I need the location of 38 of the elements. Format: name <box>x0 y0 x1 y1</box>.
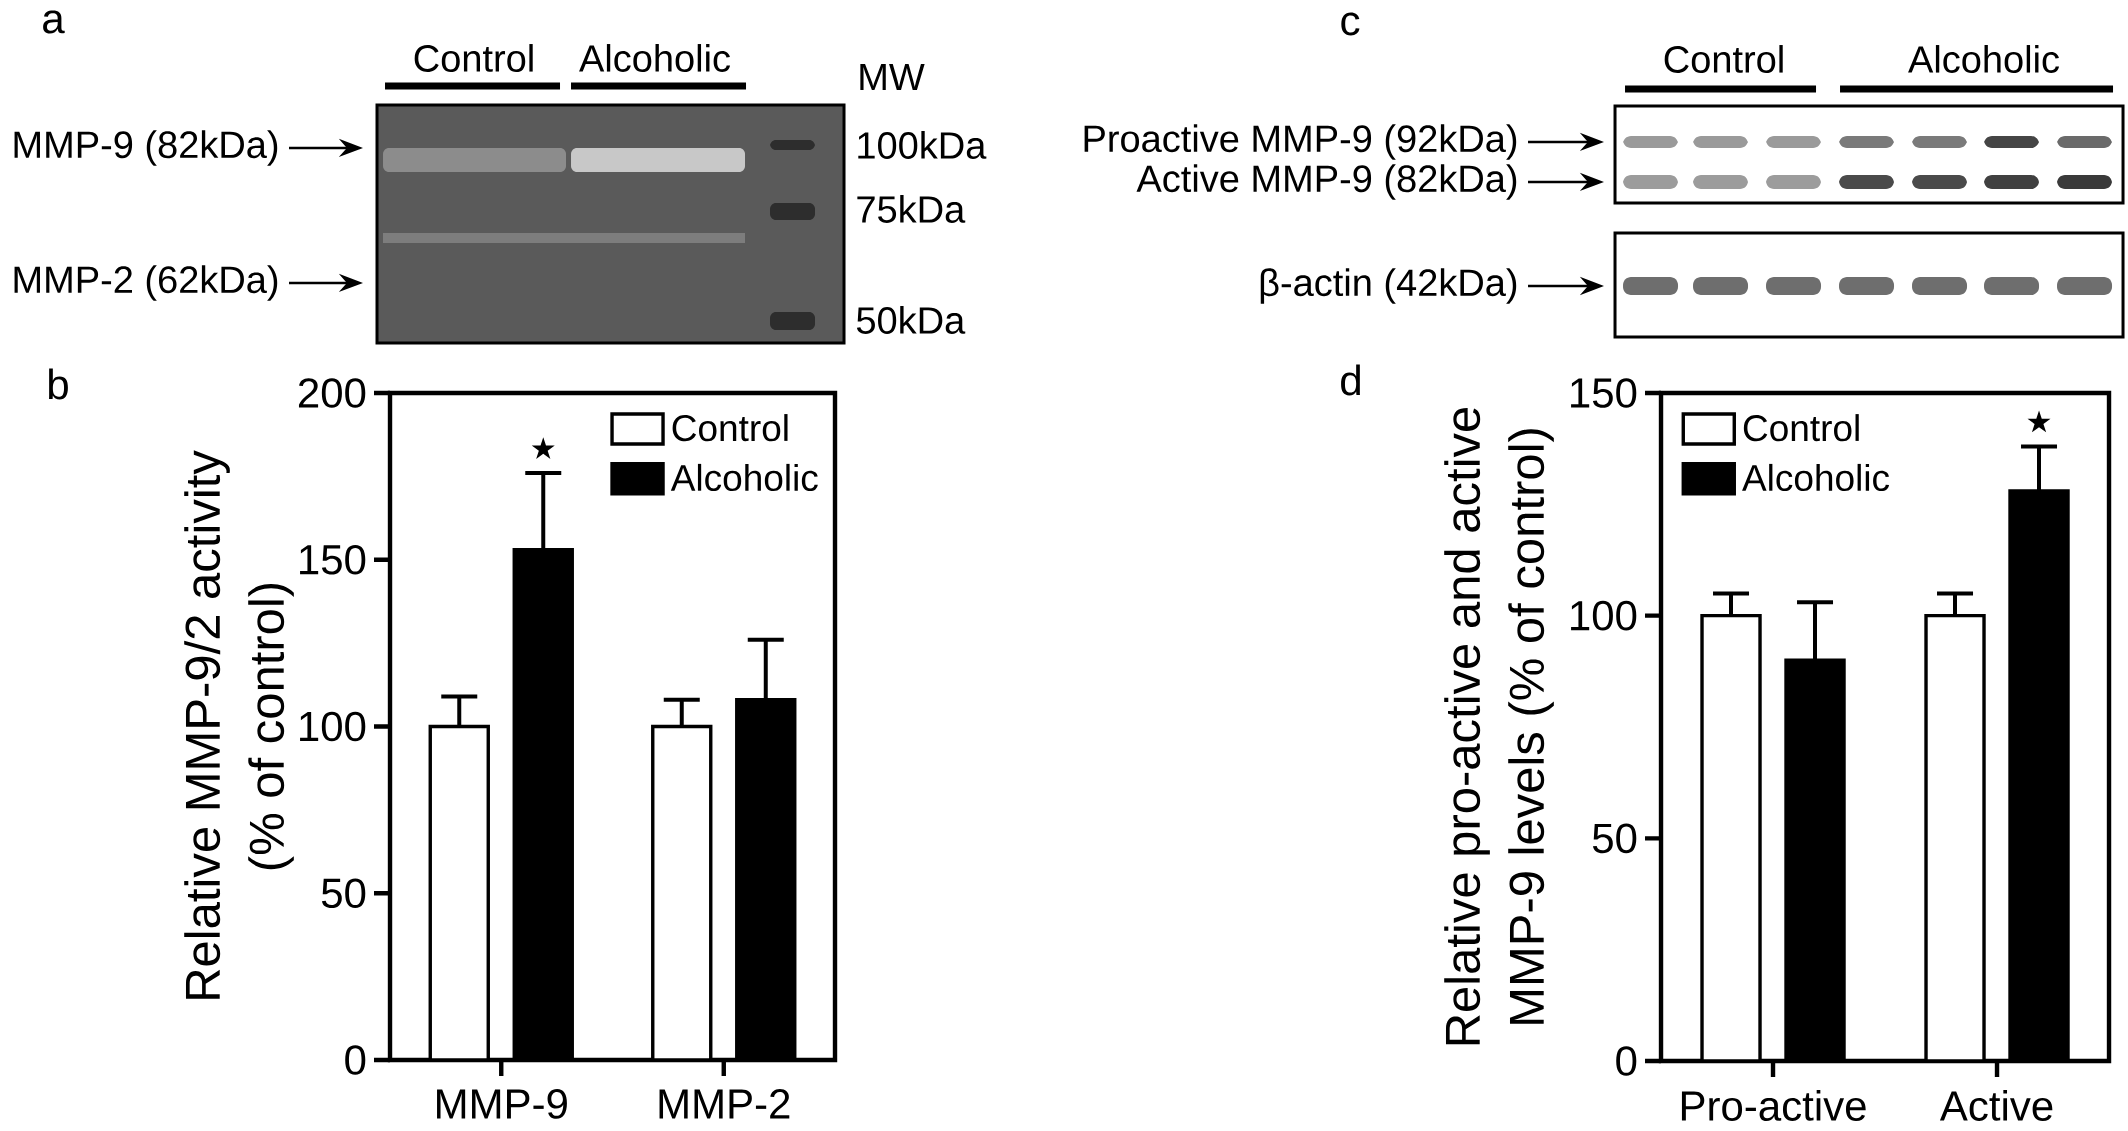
text: 50kDa <box>856 306 966 334</box>
legend-label: Alcoholic <box>1742 463 1890 492</box>
text: 75kDa <box>857 195 966 223</box>
x-tick-label: Active <box>1939 1090 2053 1121</box>
x-tick-label: Pro-active <box>1681 1090 1866 1121</box>
y-tick-label: 100 <box>1571 600 1637 631</box>
y-axis-title: Relative MMP-9/2 activity (% of control) <box>184 450 294 999</box>
y-tick-label: 50 <box>321 878 366 909</box>
x-tick-label: MMP-2 <box>659 1089 790 1119</box>
y-tick-label: 0 <box>345 1045 366 1075</box>
y-tick-label: 100 <box>300 711 366 742</box>
legend-label: Control <box>1743 414 1859 442</box>
text: MW <box>860 63 925 91</box>
y-tick-label: 50 <box>1592 823 1637 854</box>
x-tick-label: MMP-9 <box>437 1089 567 1119</box>
text: 100kDa <box>858 131 987 159</box>
text: Alcoholic <box>1908 45 2060 73</box>
text: c <box>1341 12 1360 36</box>
y-tick-label: 150 <box>1571 378 1637 408</box>
text: Control <box>414 44 533 72</box>
annotation: ★ <box>531 437 555 459</box>
y-axis-title: Relative pro-active and active MMP-9 levels (% of control) <box>1444 407 1554 1045</box>
text: Alcoholic <box>579 44 731 72</box>
text: a <box>43 10 65 34</box>
chart-title: d <box>1341 364 1360 396</box>
legend-label: Control <box>672 414 788 442</box>
text: Control <box>1664 45 1783 73</box>
text: MMP-2 (62kDa) <box>14 265 278 301</box>
text: MMP-9 (82kDa) <box>14 130 278 166</box>
chart-title: b <box>49 368 68 400</box>
y-tick-label: 150 <box>300 544 366 575</box>
annotation: ★ <box>2027 410 2051 433</box>
text: Proactive MMP-9 (92kDa) <box>1084 124 1517 160</box>
y-tick-label: 200 <box>298 378 366 408</box>
text: Active MMP-9 (82kDa) <box>1136 164 1517 200</box>
text: β-actin (42kDa) <box>1260 268 1517 304</box>
y-tick-label: 0 <box>1616 1046 1637 1076</box>
legend-label: Alcoholic <box>670 463 818 492</box>
